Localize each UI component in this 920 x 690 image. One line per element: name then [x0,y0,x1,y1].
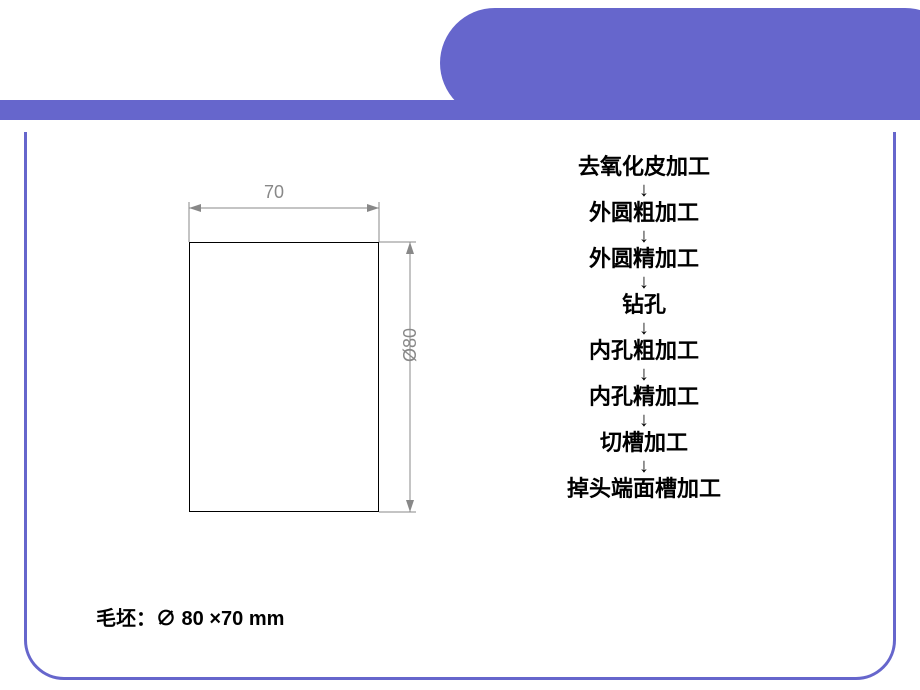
content-area: 70 Ø80 毛坯：∅ 80 ×70 mm 去氧化皮加工↓外圆粗加工↓外圆精加工… [24,132,896,680]
flow-step: 掉头端面槽加工 [494,478,794,500]
flow-step: 外圆精加工 [494,248,794,270]
down-arrow-icon: ↓ [494,272,794,292]
down-arrow-icon: ↓ [494,180,794,200]
down-arrow-icon: ↓ [494,318,794,338]
header-underbar [0,120,920,132]
flow-step: 钻孔 [494,294,794,316]
blank-rectangle [189,242,379,512]
caption-prefix: 毛坯： [96,608,156,630]
header-bar [0,100,920,120]
down-arrow-icon: ↓ [494,364,794,384]
width-dimension-label: 70 [264,182,284,203]
caption-text: 80 ×70 mm [176,608,284,630]
height-dimension-label: Ø80 [400,328,421,362]
down-arrow-icon: ↓ [494,226,794,246]
flow-step: 内孔精加工 [494,386,794,408]
flow-step: 外圆粗加工 [494,202,794,224]
diameter-icon: ∅ [156,608,176,630]
down-arrow-icon: ↓ [494,456,794,476]
flow-step: 去氧化皮加工 [494,156,794,178]
process-flow: 去氧化皮加工↓外圆粗加工↓外圆精加工↓钻孔↓内孔粗加工↓内孔精加工↓切槽加工↓掉… [494,156,794,500]
technical-drawing: 70 Ø80 [94,162,434,602]
blank-caption: 毛坯：∅ 80 ×70 mm [96,602,284,631]
flow-step: 内孔粗加工 [494,340,794,362]
flow-step: 切槽加工 [494,432,794,454]
down-arrow-icon: ↓ [494,410,794,430]
